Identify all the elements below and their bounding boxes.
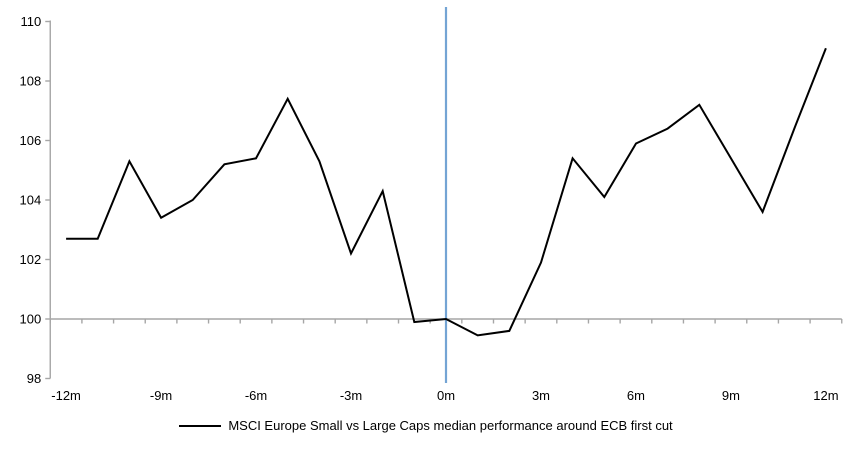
x-tick-label: 9m: [722, 388, 740, 403]
x-tick-label: 0m: [437, 388, 455, 403]
y-tick-label: 100: [20, 312, 42, 327]
legend-line-sample: [179, 424, 222, 427]
x-tick-label: -3m: [340, 388, 362, 403]
y-tick-label: 108: [20, 74, 42, 89]
x-tick-label: 6m: [627, 388, 645, 403]
y-tick-label: 110: [21, 14, 42, 29]
x-tick-label: 3m: [532, 388, 550, 403]
y-tick-label: 104: [20, 193, 42, 208]
y-tick-label: 102: [20, 252, 42, 267]
y-tick-label: 98: [27, 371, 41, 386]
y-tick-label: 106: [20, 133, 42, 148]
data-line: [66, 47, 827, 337]
legend-label: MSCI Europe Small vs Large Caps median p…: [228, 418, 673, 433]
x-tick-label: -9m: [150, 388, 172, 403]
legend: MSCI Europe Small vs Large Caps median p…: [0, 418, 852, 433]
x-tick-label: -12m: [51, 388, 81, 403]
x-tick-label: 12m: [813, 388, 838, 403]
x-tick-label: -6m: [245, 388, 267, 403]
